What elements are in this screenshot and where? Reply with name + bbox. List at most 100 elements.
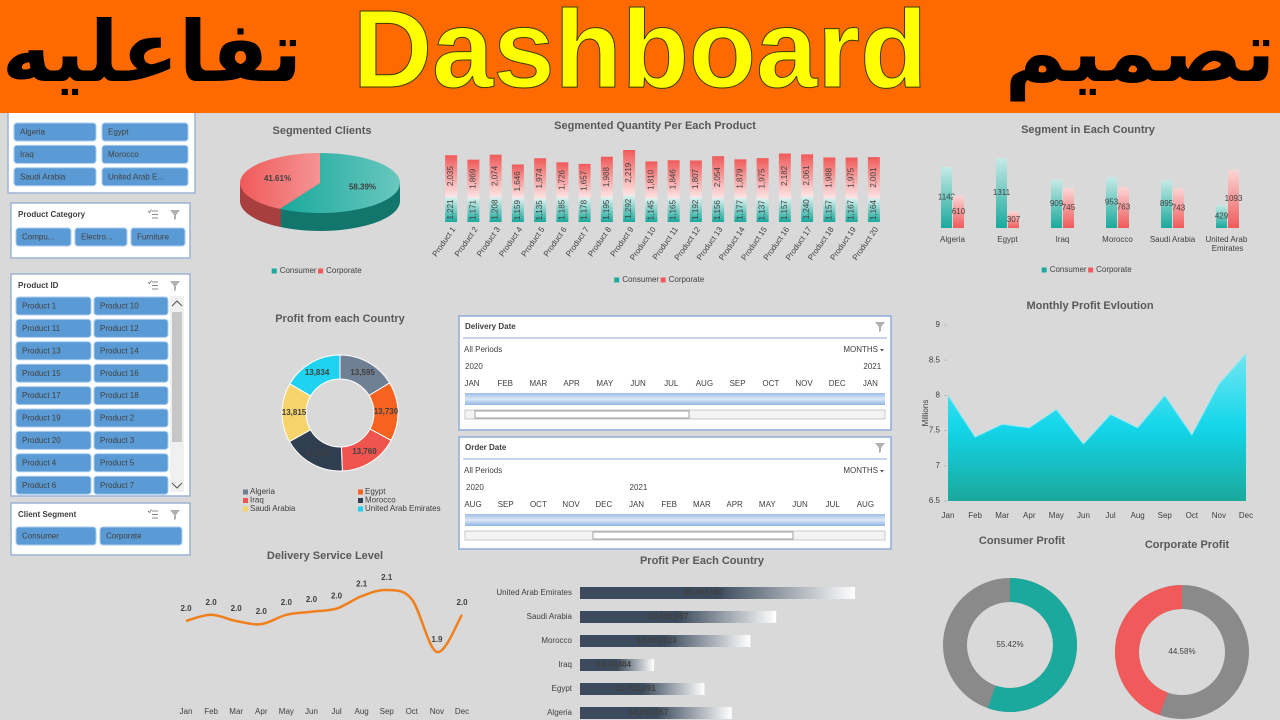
button-label[interactable]: Product 11: [22, 324, 61, 333]
slicer-button[interactable]: Product 14: [93, 341, 169, 361]
button-label[interactable]: Product 1: [22, 302, 57, 311]
timeline-month[interactable]: JUN: [792, 500, 808, 509]
button-label[interactable]: Product 7: [100, 481, 135, 490]
button-label[interactable]: Furniture: [137, 233, 170, 242]
button-label[interactable]: Product 12: [100, 324, 139, 333]
slicer-button[interactable]: United Arab E...: [101, 167, 189, 187]
button-label[interactable]: Consumer: [22, 532, 59, 541]
button-bg[interactable]: [93, 408, 169, 428]
slicer-button[interactable]: Product 15: [15, 363, 92, 383]
dropdown-arrow[interactable]: [880, 470, 884, 473]
button-label[interactable]: Product 17: [22, 391, 61, 400]
timeline-bar[interactable]: [465, 514, 885, 526]
timeline-month[interactable]: NOV: [562, 500, 580, 509]
button-bg[interactable]: [15, 453, 92, 473]
slicer-button[interactable]: Corporate: [99, 526, 183, 546]
slicer-button[interactable]: Product 7: [93, 475, 169, 495]
button-label[interactable]: Product 16: [100, 369, 139, 378]
button-bg[interactable]: [93, 430, 169, 450]
slicer-button[interactable]: Product 3: [93, 430, 169, 450]
slicer-button[interactable]: Consumer: [15, 526, 97, 546]
slicer-button[interactable]: Product 4: [15, 453, 92, 473]
button-label[interactable]: Product 6: [22, 481, 57, 490]
scroll-down[interactable]: [171, 482, 183, 489]
button-label[interactable]: Iraq: [20, 150, 34, 159]
timeline-month[interactable]: JUN: [630, 379, 646, 388]
timeline-month[interactable]: JUL: [826, 500, 841, 509]
button-label[interactable]: Compu...: [22, 233, 54, 242]
button-label[interactable]: Product 2: [100, 414, 135, 423]
slicer-button[interactable]: Product 13: [15, 341, 92, 361]
timeline-thumb[interactable]: [592, 531, 794, 540]
button-label[interactable]: Saudi Arabia: [20, 172, 66, 181]
multi-select-icon[interactable]: [147, 280, 152, 285]
timeline-month[interactable]: AUG: [464, 500, 481, 509]
button-bg[interactable]: [93, 341, 169, 361]
button-label[interactable]: Product 15: [22, 369, 61, 378]
button-label[interactable]: Product 3: [100, 436, 135, 445]
button-bg[interactable]: [15, 386, 92, 406]
button-bg[interactable]: [93, 453, 169, 473]
slicer-button[interactable]: Egypt: [101, 122, 189, 142]
button-label[interactable]: Product 19: [22, 414, 61, 423]
button-bg[interactable]: [93, 296, 169, 316]
timeline-month[interactable]: APR: [563, 379, 580, 388]
slicer-button[interactable]: Saudi Arabia: [13, 167, 97, 187]
timeline-bar[interactable]: [465, 393, 885, 405]
button-bg[interactable]: [93, 318, 169, 338]
slicer-button[interactable]: Product 20: [15, 430, 92, 450]
button-bg[interactable]: [15, 363, 92, 383]
button-bg[interactable]: [99, 526, 183, 546]
timeline-month[interactable]: JUL: [664, 379, 679, 388]
filter-icon[interactable]: [170, 210, 180, 220]
slicer-button[interactable]: Algeria: [13, 122, 97, 142]
timeline-period[interactable]: All Periods: [464, 466, 502, 475]
slicer-button[interactable]: Product 2: [93, 408, 169, 428]
scroll-thumb[interactable]: [172, 312, 182, 442]
button-bg[interactable]: [93, 475, 169, 495]
slicer-button[interactable]: Product 11: [15, 318, 92, 338]
dropdown-arrow[interactable]: [880, 349, 884, 352]
button-label[interactable]: Algeria: [20, 128, 45, 137]
timeline-unit[interactable]: MONTHS: [843, 466, 878, 475]
button-bg[interactable]: [93, 386, 169, 406]
timeline-month[interactable]: AUG: [696, 379, 713, 388]
button-bg[interactable]: [130, 227, 186, 247]
button-bg[interactable]: [74, 227, 128, 247]
button-label[interactable]: Product 20: [22, 436, 61, 445]
filter-icon[interactable]: [170, 510, 180, 520]
timeline-month[interactable]: SEP: [730, 379, 746, 388]
timeline-thumb[interactable]: [474, 410, 690, 419]
slicer-button[interactable]: Product 5: [93, 453, 169, 473]
timeline-month[interactable]: MAR: [530, 379, 548, 388]
slicer-button[interactable]: Product 12: [93, 318, 169, 338]
multi-select-icon[interactable]: [147, 509, 152, 514]
button-bg[interactable]: [13, 167, 97, 187]
timeline-month[interactable]: DEC: [595, 500, 612, 509]
timeline-month[interactable]: JAN: [629, 500, 644, 509]
filter-icon[interactable]: [875, 443, 885, 453]
timeline-month[interactable]: MAY: [759, 500, 776, 509]
timeline-month[interactable]: AUG: [857, 500, 874, 509]
timeline-month[interactable]: DEC: [829, 379, 846, 388]
slicer-button[interactable]: Product 1: [15, 296, 92, 316]
timeline-month[interactable]: FEB: [497, 379, 513, 388]
filter-icon[interactable]: [170, 281, 180, 291]
timeline-month[interactable]: FEB: [661, 500, 677, 509]
button-bg[interactable]: [15, 318, 92, 338]
button-bg[interactable]: [101, 122, 189, 142]
slicer-button[interactable]: Morocco: [101, 144, 189, 164]
slicer-button[interactable]: Product 18: [93, 386, 169, 406]
slicer-button[interactable]: Compu...: [15, 227, 72, 247]
slicer-button[interactable]: Product 17: [15, 386, 92, 406]
button-bg[interactable]: [15, 430, 92, 450]
slicer-button[interactable]: Electro...: [74, 227, 128, 247]
button-label[interactable]: Electro...: [81, 233, 113, 242]
timeline-month[interactable]: JAN: [863, 379, 878, 388]
button-label[interactable]: Product 10: [100, 302, 139, 311]
button-bg[interactable]: [15, 227, 72, 247]
timeline-month[interactable]: OCT: [762, 379, 779, 388]
button-bg[interactable]: [15, 341, 92, 361]
button-bg[interactable]: [15, 296, 92, 316]
button-bg[interactable]: [13, 122, 97, 142]
